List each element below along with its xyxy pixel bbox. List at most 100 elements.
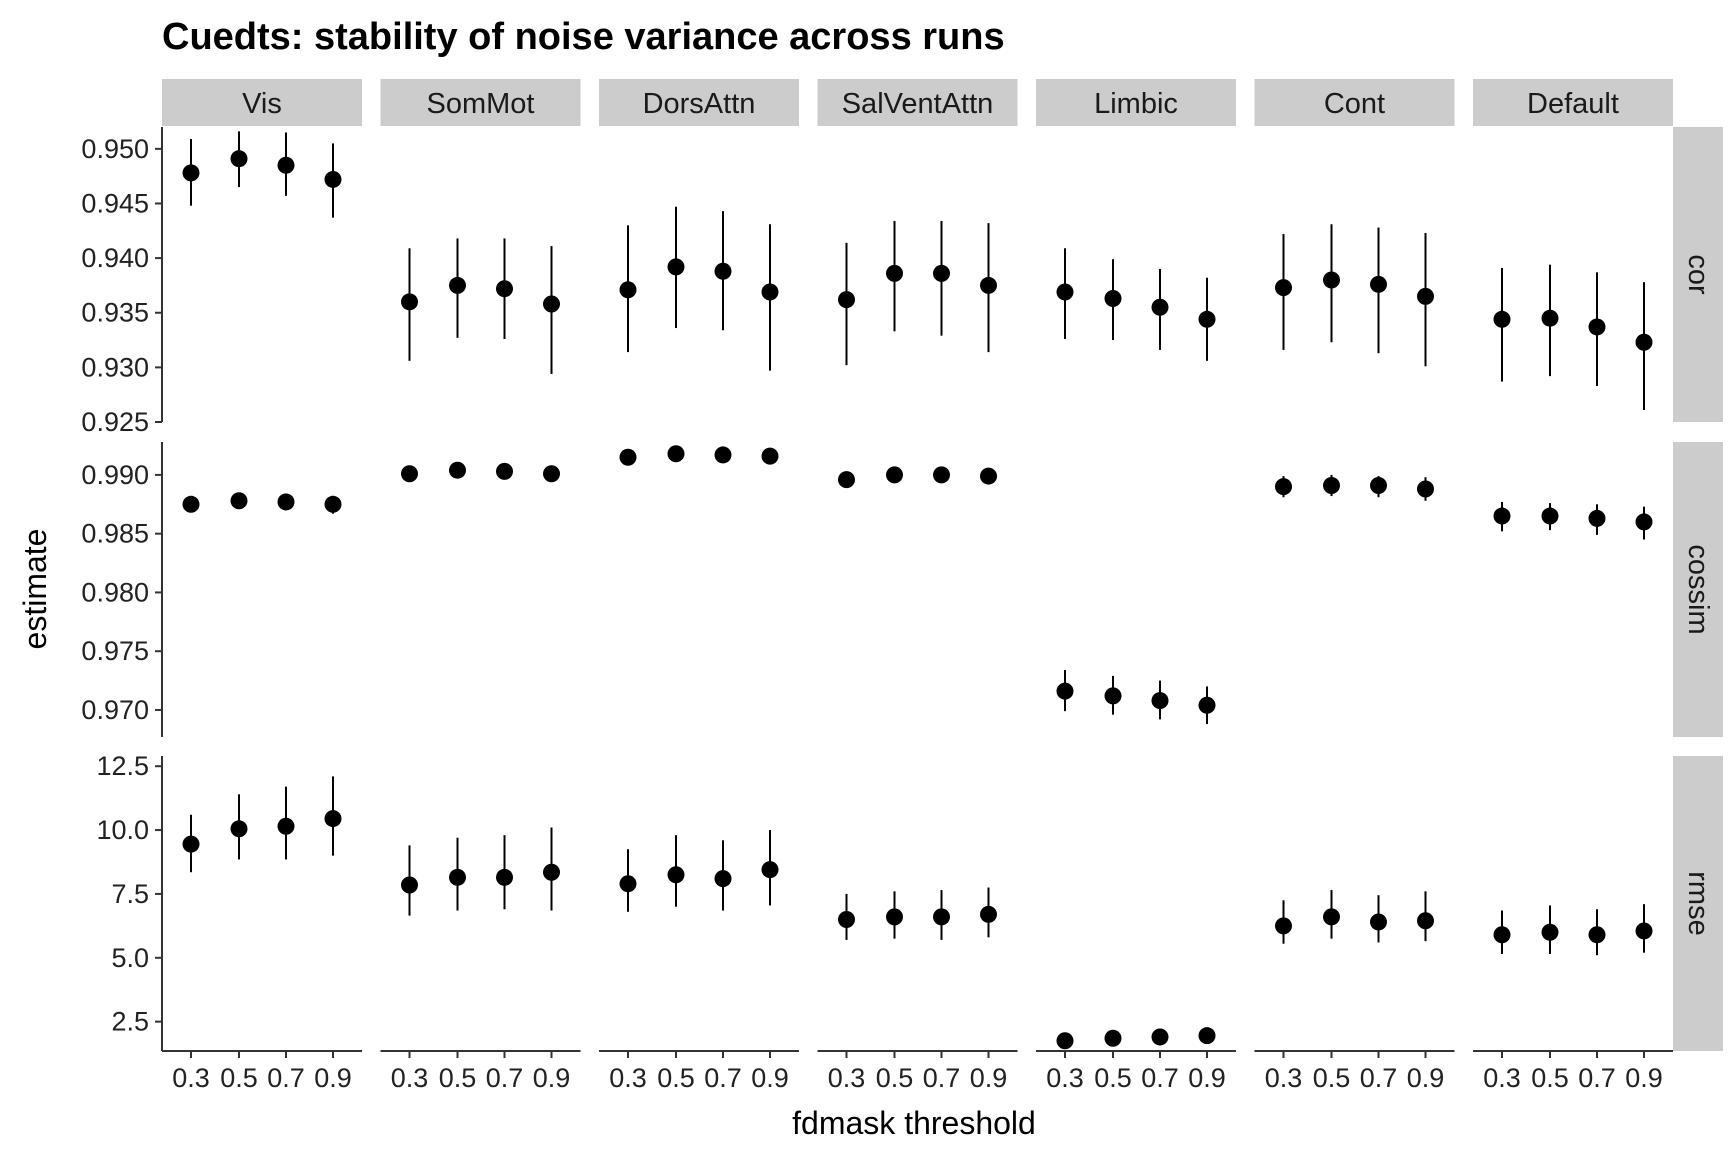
point-cossim-vis-3	[324, 495, 342, 513]
row-strips: cor cossim rmse	[1673, 127, 1723, 1051]
point-cor-limbic-0	[1056, 283, 1074, 301]
point-cossim-dorsattn-0	[619, 448, 637, 466]
point-cossim-cont-2	[1370, 476, 1387, 494]
strip-label-vis: Vis	[242, 88, 282, 120]
point-cor-sommot-1	[449, 276, 466, 294]
y-tick-label-cor: 0.930	[81, 352, 149, 382]
point-cossim-dorsattn-1	[667, 445, 685, 463]
point-rmse-limbic-3	[1198, 1027, 1216, 1045]
y-tick-label-cossim: 0.970	[81, 695, 149, 725]
point-cossim-default-2	[1588, 509, 1606, 527]
point-rmse-sommot-2	[496, 868, 513, 886]
y-tick-label-cossim: 0.980	[81, 577, 149, 607]
point-rmse-sommot-0	[401, 876, 418, 894]
x-tick-label-salventattn: 0.5	[876, 1063, 914, 1093]
point-cossim-vis-1	[230, 492, 248, 510]
point-rmse-vis-0	[182, 835, 200, 853]
point-rmse-salventattn-2	[933, 908, 950, 926]
x-tick-label-sommot: 0.3	[391, 1063, 429, 1093]
strip-label-default: Default	[1527, 88, 1619, 120]
point-cossim-cont-3	[1417, 480, 1434, 498]
point-cor-sommot-0	[401, 293, 418, 311]
strip-label-dorsattn: DorsAttn	[643, 88, 756, 120]
point-rmse-default-2	[1588, 926, 1606, 944]
point-cossim-sommot-2	[496, 462, 513, 480]
point-cor-salventattn-1	[886, 264, 903, 282]
y-tick-label-cossim: 0.990	[81, 460, 149, 490]
y-tick-label-rmse: 10.0	[96, 815, 149, 845]
point-rmse-salventattn-3	[980, 905, 997, 923]
point-cossim-limbic-1	[1104, 687, 1122, 705]
x-tick-label-cont: 0.5	[1313, 1063, 1351, 1093]
y-tick-label-rmse: 5.0	[111, 943, 149, 973]
x-axes: 0.3 0.5 0.7 0.9 0.3 0.5 0.7 0.9 0.3 0.5 0.7 0.9 0.3 0…	[162, 1050, 1673, 1093]
point-cor-dorsattn-1	[667, 258, 685, 276]
point-cor-limbic-3	[1198, 310, 1216, 328]
point-cor-salventattn-3	[980, 276, 997, 294]
point-cor-sommot-2	[496, 280, 513, 298]
x-tick-label-limbic: 0.3	[1046, 1063, 1084, 1093]
point-cossim-default-1	[1541, 507, 1559, 525]
point-cossim-vis-2	[277, 493, 295, 511]
x-tick-label-dorsattn: 0.3	[609, 1063, 647, 1093]
chart-title: Cuedts: stability of noise variance acro…	[162, 16, 1005, 58]
point-cossim-sommot-0	[401, 465, 418, 483]
strip-sommot	[380, 79, 581, 126]
y-tick-label-cor: 0.940	[81, 243, 149, 273]
point-cor-vis-2	[277, 156, 295, 174]
point-rmse-default-3	[1635, 922, 1653, 940]
point-cossim-sommot-1	[449, 461, 466, 479]
point-cor-limbic-1	[1104, 290, 1122, 308]
strip-label-sommot: SomMot	[427, 88, 535, 120]
point-cor-cont-2	[1370, 275, 1387, 293]
y-tick-label-cor: 0.925	[81, 407, 149, 437]
point-rmse-dorsattn-3	[761, 861, 779, 879]
point-cor-vis-0	[182, 164, 200, 182]
point-rmse-vis-1	[230, 820, 248, 838]
strip-cor	[1673, 127, 1723, 422]
point-cossim-dorsattn-3	[761, 447, 779, 465]
point-cossim-salventattn-2	[933, 466, 950, 484]
strip-dorsattn	[599, 79, 799, 126]
y-tick-label-cor: 0.935	[81, 298, 149, 328]
strip-label-cor: cor	[1682, 254, 1714, 295]
point-rmse-cont-1	[1323, 908, 1340, 926]
strip-label-rmse: rmse	[1682, 871, 1714, 935]
x-tick-label-salventattn: 0.3	[828, 1063, 866, 1093]
point-cor-default-2	[1588, 318, 1606, 336]
point-cor-dorsattn-0	[619, 281, 637, 299]
point-rmse-cont-2	[1370, 913, 1387, 931]
y-tick-label-cor: 0.950	[81, 134, 149, 164]
point-cor-vis-3	[324, 170, 342, 188]
y-tick-label-rmse: 2.5	[111, 1007, 149, 1037]
point-rmse-salventattn-1	[886, 908, 903, 926]
strip-vis	[162, 79, 362, 126]
y-axis-title: estimate	[17, 529, 53, 650]
y-tick-label-rmse: 12.5	[96, 751, 149, 781]
point-rmse-dorsattn-2	[714, 870, 732, 888]
x-tick-label-default: 0.5	[1531, 1063, 1569, 1093]
point-cossim-limbic-3	[1198, 696, 1216, 714]
strip-limbic	[1036, 79, 1236, 126]
strip-cossim	[1673, 442, 1723, 737]
point-cossim-sommot-3	[543, 465, 560, 483]
y-axes: 0.925 0.930 0.935 0.940 0.945 0.950 0.970 0.975…	[81, 127, 163, 1051]
point-cor-limbic-2	[1151, 298, 1169, 316]
point-cor-default-1	[1541, 309, 1559, 327]
x-tick-label-sommot: 0.5	[439, 1063, 477, 1093]
point-cossim-salventattn-3	[980, 467, 997, 485]
x-tick-label-vis: 0.3	[172, 1063, 210, 1093]
point-cossim-cont-1	[1323, 476, 1340, 494]
x-tick-label-limbic: 0.7	[1141, 1063, 1179, 1093]
x-tick-label-sommot: 0.9	[533, 1063, 571, 1093]
strip-rmse	[1673, 756, 1723, 1051]
point-cor-dorsattn-3	[761, 283, 779, 301]
x-tick-label-vis: 0.9	[314, 1063, 352, 1093]
point-rmse-dorsattn-0	[619, 875, 637, 893]
x-tick-label-default: 0.7	[1578, 1063, 1616, 1093]
x-tick-label-default: 0.9	[1625, 1063, 1663, 1093]
point-rmse-default-0	[1493, 926, 1511, 944]
strip-cont	[1254, 79, 1455, 126]
point-cossim-default-3	[1635, 513, 1653, 531]
point-cossim-dorsattn-2	[714, 446, 732, 464]
